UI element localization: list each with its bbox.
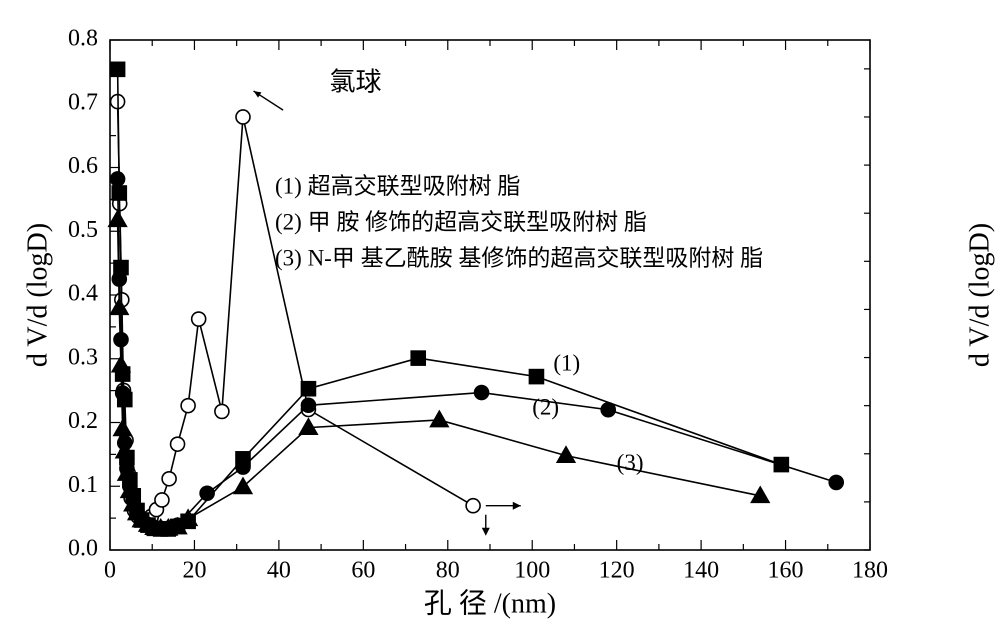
svg-text:100: 100 <box>514 558 550 584</box>
series-label-3: (3) <box>617 450 644 475</box>
svg-text:40: 40 <box>267 558 291 584</box>
svg-text:140: 140 <box>683 558 719 584</box>
svg-text:0.5: 0.5 <box>68 217 98 243</box>
chart-svg: 0 20 40 60 80 100 120 140 160 180 0.0 0.1 0.2 0.3 0.4 0… <box>0 0 1000 632</box>
chart-container: 0 20 40 60 80 100 120 140 160 180 0.0 0.1 0.2 0.3 0.4 0… <box>0 0 1000 632</box>
svg-text:孔 径 /(nm): 孔 径 /(nm) <box>424 587 556 619</box>
svg-text:0.8: 0.8 <box>68 26 98 52</box>
svg-text:0.7: 0.7 <box>68 89 98 115</box>
svg-text:d V/d (logD): d V/d (logD) <box>22 223 53 367</box>
annotation-chloro-label: 氯球 <box>330 68 382 97</box>
svg-text:80: 80 <box>436 558 460 584</box>
legend-line-1: (1) 超高交联型吸附树 脂 <box>275 173 520 198</box>
svg-text:160: 160 <box>768 558 804 584</box>
legend-line-3: (3) N-甲 基乙酰胺 基修饰的超高交联型吸附树 脂 <box>275 245 763 270</box>
svg-text:0.0: 0.0 <box>68 536 98 562</box>
svg-text:180: 180 <box>852 558 888 584</box>
svg-text:0: 0 <box>104 558 116 584</box>
svg-text:0.3: 0.3 <box>68 344 98 370</box>
series-label-1: (1) <box>553 350 580 375</box>
legend-line-2: (2) 甲 胺 修饰的超高交联型吸附树 脂 <box>275 209 647 234</box>
svg-text:0.1: 0.1 <box>68 472 98 498</box>
svg-text:0.6: 0.6 <box>68 153 98 179</box>
svg-text:0.4: 0.4 <box>68 281 98 307</box>
svg-text:120: 120 <box>599 558 635 584</box>
svg-text:20: 20 <box>182 558 206 584</box>
svg-text:d V/d (logD): d V/d (logD) <box>964 223 995 367</box>
svg-text:60: 60 <box>351 558 375 584</box>
series-label-2: (2) <box>532 394 559 419</box>
svg-text:0.2: 0.2 <box>68 408 98 434</box>
